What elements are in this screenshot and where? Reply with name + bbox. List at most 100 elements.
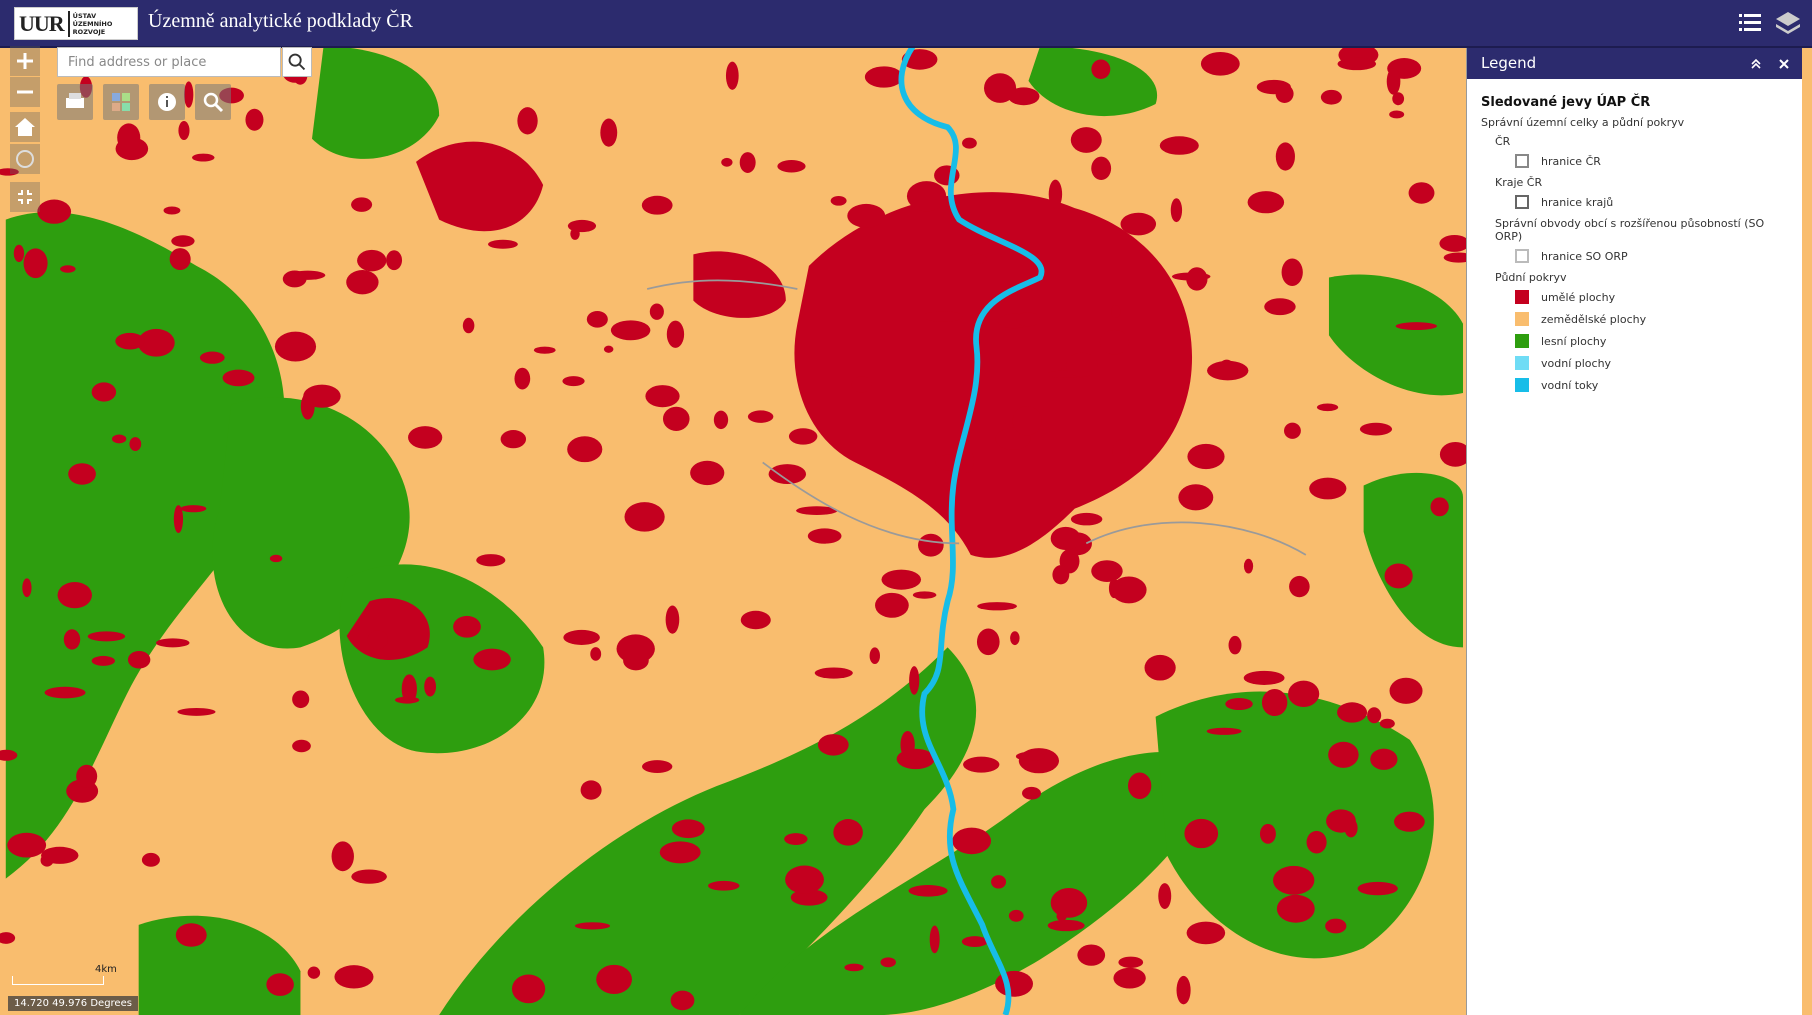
urban-patch xyxy=(570,227,580,240)
urban-patch xyxy=(111,434,127,444)
basemap-tool[interactable] xyxy=(103,84,139,120)
urban-patch xyxy=(844,963,864,972)
urban-patch xyxy=(784,833,808,845)
zoom-in[interactable] xyxy=(10,46,40,76)
urban-patch xyxy=(222,369,255,387)
locate-button[interactable] xyxy=(10,144,40,174)
collapse-button[interactable] xyxy=(1749,57,1763,71)
list-button[interactable] xyxy=(1736,9,1764,37)
urban-patch xyxy=(1012,405,1042,436)
group-title: Správní územní celky a půdní pokryv xyxy=(1481,116,1685,129)
urban-patch xyxy=(1111,576,1147,604)
urban-patch xyxy=(37,199,72,224)
urban-patch xyxy=(68,463,96,485)
legend-sections: ČR hranice ČR Kraje ČR hranice krajů Správní… xyxy=(1481,135,1788,394)
legend-swatch xyxy=(1515,154,1529,168)
search-input[interactable]: Find address or place xyxy=(57,47,281,77)
urban-patch xyxy=(192,153,215,162)
urban-patch xyxy=(908,885,948,897)
info-tool[interactable] xyxy=(149,84,185,120)
urban-patch xyxy=(1261,688,1288,717)
urban-patch xyxy=(796,506,838,516)
urban-patch xyxy=(1111,305,1121,318)
urban-patch xyxy=(1184,818,1219,849)
home-button[interactable] xyxy=(10,112,40,142)
urban-patch xyxy=(963,756,1000,773)
legend-label: hranice SO ORP xyxy=(1541,249,1628,263)
fullscreen-button[interactable] xyxy=(10,182,40,212)
urban-patch xyxy=(1016,312,1040,327)
urban-patch xyxy=(1275,84,1294,104)
urban-patch xyxy=(1325,918,1347,934)
urban-patch xyxy=(117,123,141,153)
legend-swatch xyxy=(1515,378,1529,392)
urban-patch xyxy=(1091,59,1111,79)
legend-swatch xyxy=(1515,249,1529,263)
search-tool[interactable] xyxy=(195,84,231,120)
urban-patch xyxy=(282,270,307,288)
urban-patch xyxy=(141,852,160,867)
urban-patch xyxy=(1367,707,1382,724)
urban-patch xyxy=(1158,883,1172,909)
logo[interactable]: UUR ÚSTAV ÚZEMNÍHO ROZVOJE xyxy=(14,7,138,40)
urban-patch xyxy=(912,591,937,599)
urban-patch xyxy=(424,676,437,697)
urban-patch xyxy=(115,332,145,350)
legend-label: vodní toky xyxy=(1541,378,1599,392)
urban-patch xyxy=(777,159,806,173)
urban-patch xyxy=(830,195,847,206)
urban-patch xyxy=(91,655,115,666)
urban-patch xyxy=(1178,484,1214,511)
search-button[interactable] xyxy=(282,47,312,77)
urban-patch xyxy=(386,250,403,271)
urban-patch xyxy=(137,328,175,357)
urban-patch xyxy=(129,437,142,451)
urban-patch xyxy=(1170,198,1183,223)
close-button[interactable] xyxy=(1777,57,1791,71)
zoom-out[interactable] xyxy=(10,77,40,107)
print-tool[interactable] xyxy=(57,84,93,120)
urban-patch xyxy=(1200,52,1240,76)
urban-patch xyxy=(7,832,47,858)
urban-patch xyxy=(1439,235,1470,252)
urban-patch xyxy=(1070,127,1102,153)
urban-patch xyxy=(266,973,294,996)
urban-patch xyxy=(178,121,190,140)
urban-specks xyxy=(0,39,1474,1011)
urban-patch xyxy=(817,734,849,756)
urban-patch xyxy=(1187,443,1225,470)
urban-patch xyxy=(814,667,853,679)
urban-patch xyxy=(562,376,585,387)
urban-patch xyxy=(580,780,602,800)
urban-patch xyxy=(1281,258,1303,287)
urban-patch xyxy=(1337,57,1377,71)
urban-patch xyxy=(739,152,756,173)
urban-patch xyxy=(334,965,374,989)
urban-patch xyxy=(995,970,1034,997)
urban-patch xyxy=(171,235,195,247)
urban-patch xyxy=(1127,772,1152,800)
urban-patch xyxy=(603,345,614,353)
urban-patch xyxy=(0,749,18,761)
urban-patch xyxy=(869,647,880,665)
urban-patch xyxy=(533,346,556,354)
urban-patch xyxy=(169,248,191,271)
urban-patch xyxy=(918,533,944,557)
urban-patch xyxy=(22,578,32,598)
urban-patch xyxy=(616,634,655,664)
urban-patch xyxy=(1264,298,1296,316)
urban-patch xyxy=(574,922,611,930)
urban-patch xyxy=(976,628,1000,656)
layers-button[interactable] xyxy=(1774,9,1802,37)
urban-patch xyxy=(1408,182,1435,204)
urban-patch xyxy=(1159,136,1199,155)
urban-patch xyxy=(307,966,321,979)
urban-patch xyxy=(184,81,194,108)
urban-patch xyxy=(1276,894,1315,923)
legend-header: Legend xyxy=(1467,48,1802,79)
urban-patch xyxy=(367,630,389,650)
urban-patch xyxy=(1052,565,1070,585)
urban-patch xyxy=(1288,680,1320,708)
